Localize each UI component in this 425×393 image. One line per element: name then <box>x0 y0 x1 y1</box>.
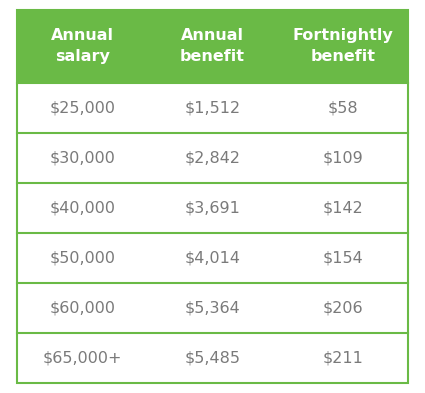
Text: Annual
benefit: Annual benefit <box>180 28 245 64</box>
Text: $25,000: $25,000 <box>49 100 115 115</box>
Text: Annual
salary: Annual salary <box>51 28 113 64</box>
Text: $58: $58 <box>328 100 358 115</box>
Text: $50,000: $50,000 <box>49 250 115 265</box>
Text: $30,000: $30,000 <box>49 150 115 165</box>
Text: $5,364: $5,364 <box>184 301 241 316</box>
Text: $4,014: $4,014 <box>184 250 241 265</box>
Text: $211: $211 <box>323 351 363 365</box>
Bar <box>17 283 408 333</box>
Text: $40,000: $40,000 <box>49 200 115 215</box>
Bar <box>17 183 408 233</box>
Text: $142: $142 <box>323 200 363 215</box>
Text: $154: $154 <box>323 250 363 265</box>
Text: $65,000+: $65,000+ <box>42 351 122 365</box>
Text: $60,000: $60,000 <box>49 301 115 316</box>
Text: $1,512: $1,512 <box>184 100 241 115</box>
Bar <box>17 133 408 183</box>
Bar <box>17 83 408 133</box>
Bar <box>17 333 408 383</box>
Bar <box>17 10 408 83</box>
Text: $206: $206 <box>323 301 363 316</box>
Bar <box>17 233 408 283</box>
Text: $2,842: $2,842 <box>184 150 241 165</box>
Text: $109: $109 <box>323 150 363 165</box>
Text: $5,485: $5,485 <box>184 351 241 365</box>
Text: $3,691: $3,691 <box>184 200 241 215</box>
Text: Fortnightly
benefit: Fortnightly benefit <box>292 28 393 64</box>
